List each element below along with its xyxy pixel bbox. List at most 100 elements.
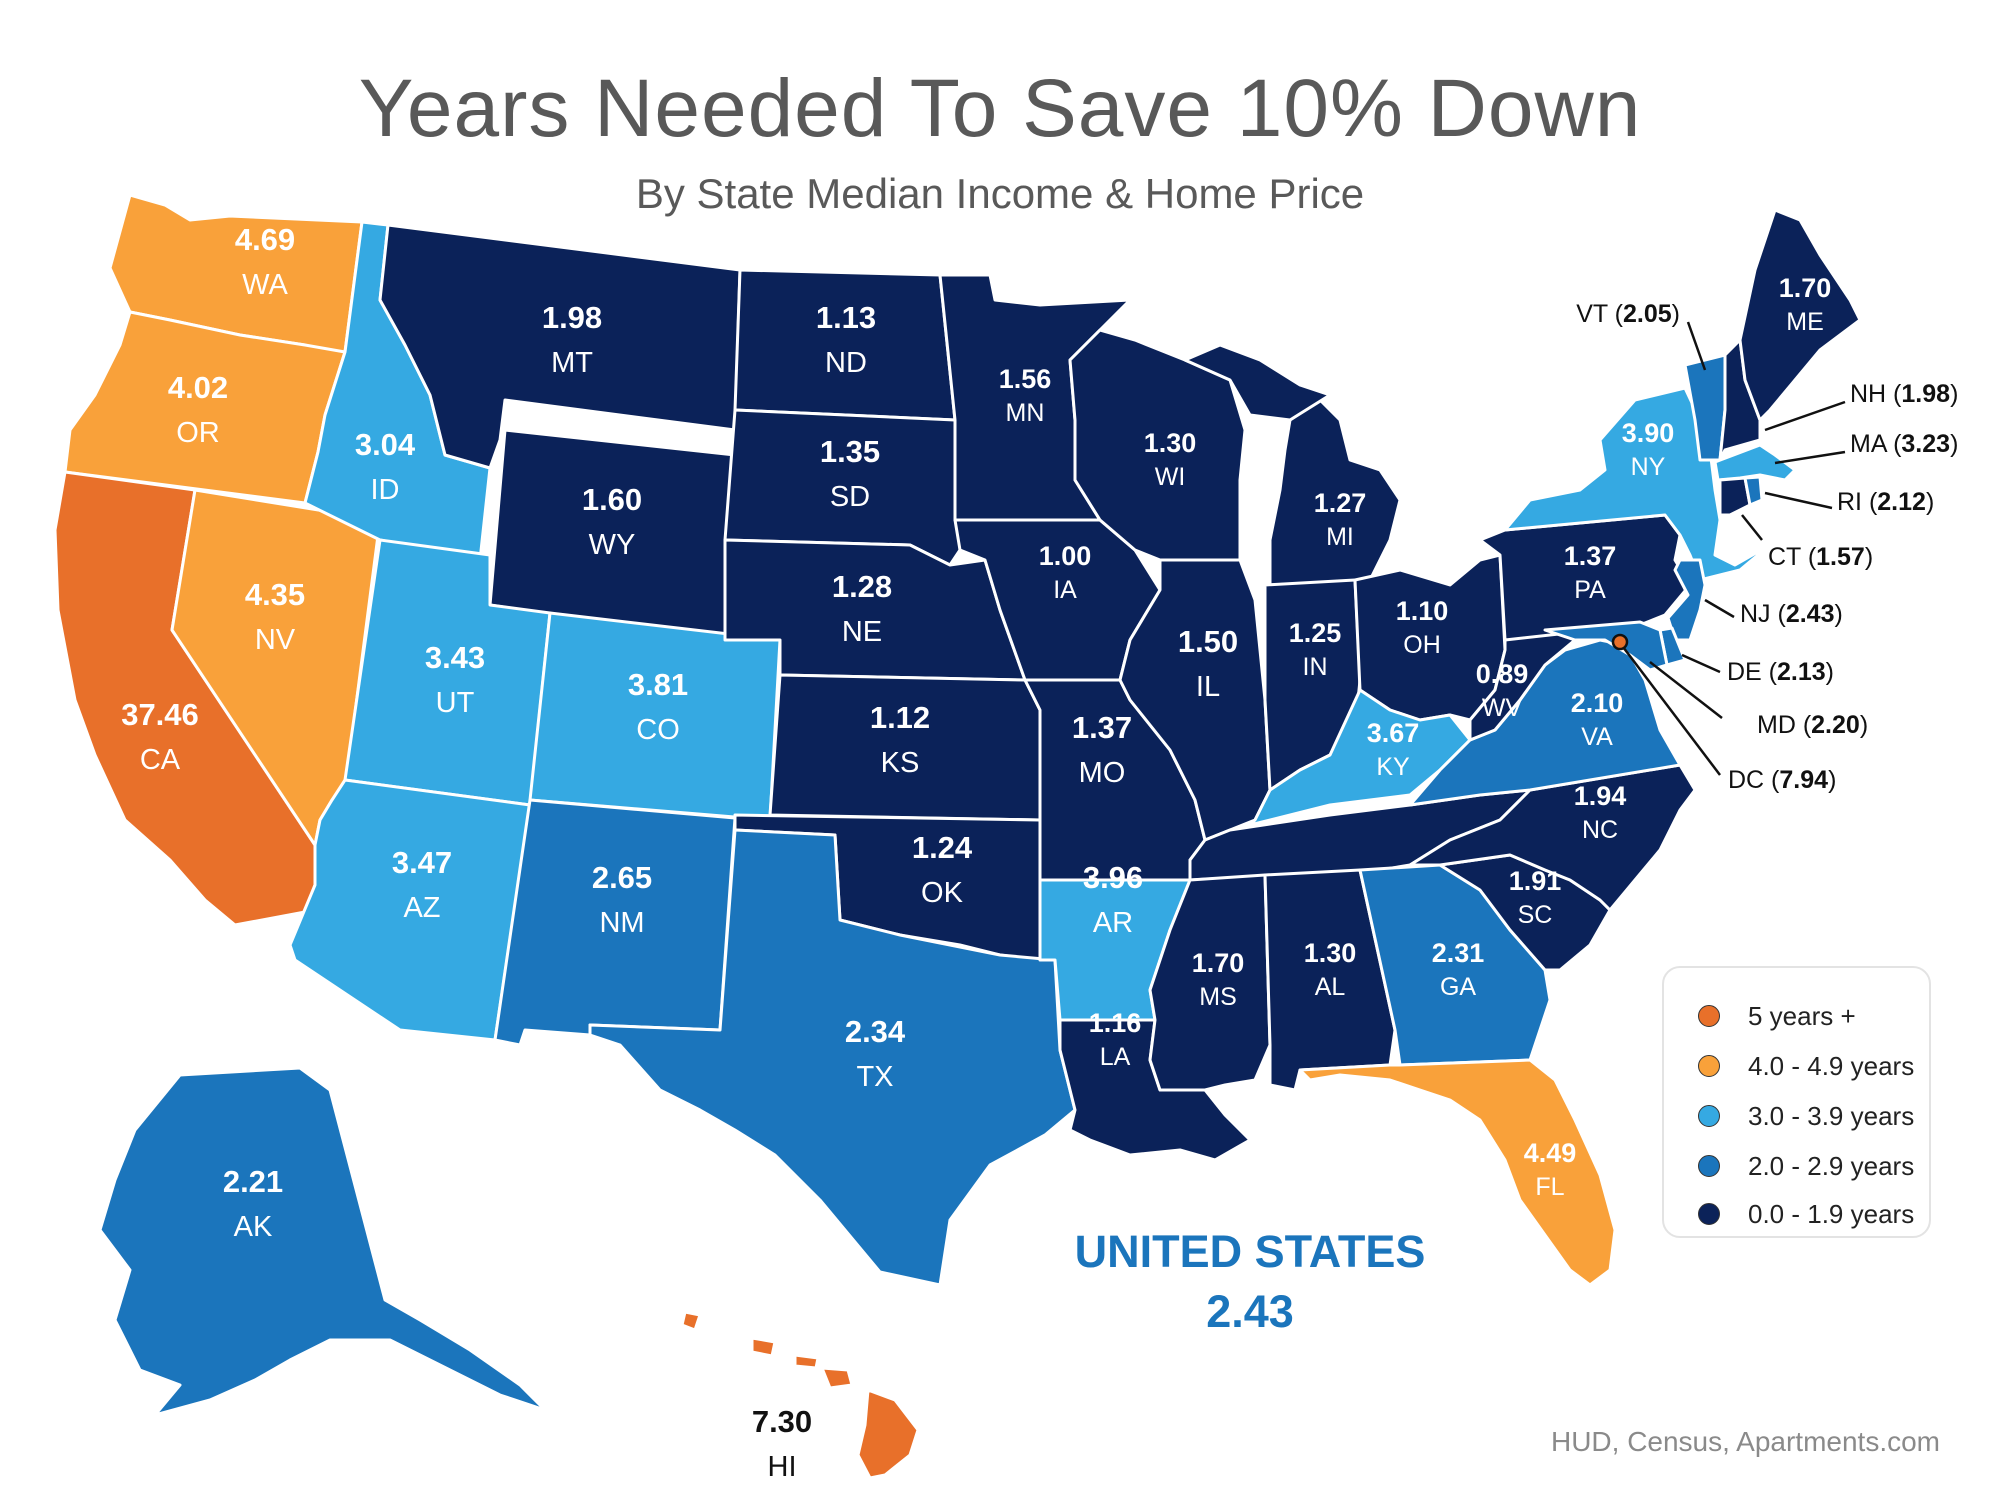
legend-label: 3.0 - 3.9 years — [1748, 1100, 1915, 1131]
callout-ri: RI (2.12) — [1837, 488, 1934, 516]
state-abbr: AZ — [403, 892, 440, 924]
state-MI-upper[interactable] — [1183, 343, 1332, 422]
state-label-oh: 1.10 OH — [1396, 596, 1449, 659]
callout-line-vt — [1686, 321, 1707, 371]
callout-line-ma — [1774, 450, 1846, 465]
legend-label: 4.0 - 4.9 years — [1748, 1050, 1915, 1081]
state-abbr: HI — [768, 1451, 797, 1483]
state-abbr: AK — [234, 1211, 273, 1243]
state-label-me: 1.70 ME — [1779, 273, 1832, 336]
state-label-mn: 1.56 MN — [999, 364, 1052, 427]
state-value: 1.30 — [1144, 428, 1197, 458]
national-label: UNITED STATES — [1074, 1226, 1426, 1277]
callout-line-ri — [1764, 491, 1833, 510]
state-abbr: IN — [1303, 653, 1328, 681]
state-label-va: 2.10 VA — [1571, 688, 1624, 751]
state-value: 1.70 — [1779, 273, 1832, 303]
state-label-ks: 1.12 KS — [870, 700, 930, 779]
callout-nh: NH (1.98) — [1850, 380, 1958, 408]
state-ME[interactable] — [1738, 208, 1862, 422]
state-abbr: MI — [1326, 523, 1354, 551]
state-value: 1.37 — [1072, 710, 1132, 745]
state-AK[interactable] — [98, 1066, 547, 1417]
state-NC[interactable] — [1408, 763, 1697, 912]
callout-line-ct — [1741, 514, 1763, 541]
state-label-nm: 2.65 NM — [592, 860, 652, 939]
state-HI-molokai[interactable] — [793, 1353, 820, 1370]
state-value: 4.49 — [1524, 1138, 1577, 1168]
state-HI-maui[interactable] — [820, 1366, 854, 1390]
state-abbr: WV — [1482, 694, 1523, 722]
state-abbr: OK — [921, 877, 964, 909]
callout-md: MD (2.20) — [1757, 711, 1868, 739]
state-value: 1.16 — [1089, 1008, 1142, 1038]
state-value: 7.30 — [752, 1404, 812, 1439]
legend-label: 5 years + — [1748, 1000, 1856, 1031]
state-abbr: SC — [1518, 901, 1553, 929]
state-label-ky: 3.67 KY — [1367, 718, 1420, 781]
state-value: 3.67 — [1367, 718, 1420, 748]
state-HI[interactable] — [856, 1388, 920, 1480]
state-MI[interactable] — [1268, 398, 1402, 587]
state-abbr: FL — [1535, 1173, 1564, 1201]
state-label-ms: 1.70 MS — [1192, 948, 1245, 1011]
state-value: 1.28 — [832, 569, 892, 604]
state-abbr: LA — [1100, 1043, 1131, 1071]
callout-line-de — [1681, 653, 1721, 674]
state-label-mi: 1.27 MI — [1314, 488, 1367, 551]
state-label-wv: 0.89 WV — [1476, 659, 1529, 722]
state-abbr: NY — [1631, 453, 1666, 481]
legend-item: 3.0 - 3.9 years — [1698, 1098, 1914, 1134]
state-label-nd: 1.13 ND — [816, 300, 876, 379]
state-label-la: 1.16 LA — [1089, 1008, 1142, 1071]
state-value: 1.13 — [816, 300, 876, 335]
state-value: 3.81 — [628, 667, 688, 702]
legend: 5 years + 4.0 - 4.9 years 3.0 - 3.9 year… — [1662, 966, 1931, 1238]
state-abbr: ID — [371, 474, 400, 506]
state-TX[interactable] — [588, 828, 1077, 1287]
state-value: 1.12 — [870, 700, 930, 735]
state-value: 1.10 — [1396, 596, 1449, 626]
state-value: 1.60 — [582, 482, 642, 517]
state-abbr: WI — [1155, 463, 1186, 491]
state-label-sc: 1.91 SC — [1509, 866, 1562, 929]
state-value: 4.69 — [235, 222, 295, 257]
state-label-nc: 1.94 NC — [1574, 781, 1627, 844]
state-label-sd: 1.35 SD — [820, 434, 880, 513]
state-ND[interactable] — [733, 268, 957, 422]
state-value: 1.00 — [1039, 541, 1092, 571]
callout-ct: CT (1.57) — [1768, 543, 1873, 571]
state-FL[interactable] — [1298, 1058, 1617, 1287]
legend-item: 0.0 - 1.9 years — [1698, 1196, 1914, 1232]
state-value: 4.02 — [168, 370, 228, 405]
state-label-wa: 4.69 WA — [235, 222, 295, 301]
state-label-ok: 1.24 OK — [912, 830, 973, 909]
state-MD[interactable] — [1543, 620, 1669, 672]
state-label-ny: 3.90 NY — [1622, 418, 1675, 481]
source-note: HUD, Census, Apartments.com — [1550, 1426, 1940, 1457]
state-value: 2.31 — [1432, 938, 1485, 968]
state-abbr: WA — [242, 269, 288, 301]
state-label-id: 3.04 ID — [355, 427, 416, 506]
state-CT[interactable] — [1718, 476, 1752, 517]
legend-label: 0.0 - 1.9 years — [1748, 1198, 1915, 1229]
state-value: 1.94 — [1574, 781, 1627, 811]
state-KY[interactable] — [1248, 688, 1472, 827]
state-abbr: CA — [140, 744, 181, 776]
state-label-pa: 1.37 PA — [1564, 541, 1617, 604]
map-subtitle: By State Median Income & Home Price — [635, 170, 1365, 217]
state-HI-kauai[interactable] — [680, 1310, 702, 1332]
state-HI-oahu[interactable] — [750, 1336, 777, 1358]
legend-swatch — [1698, 1203, 1720, 1225]
state-value: 1.91 — [1509, 866, 1562, 896]
state-value: 3.96 — [1083, 860, 1143, 895]
state-abbr: UT — [436, 687, 475, 719]
state-abbr: OR — [176, 417, 220, 449]
state-abbr: MO — [1079, 757, 1126, 789]
state-abbr: MN — [1006, 399, 1045, 427]
state-label-ar: 3.96 AR — [1083, 860, 1143, 939]
state-NJ[interactable] — [1666, 558, 1707, 642]
state-value: 1.30 — [1304, 938, 1357, 968]
state-RI[interactable] — [1743, 475, 1764, 507]
state-abbr: GA — [1440, 973, 1476, 1001]
